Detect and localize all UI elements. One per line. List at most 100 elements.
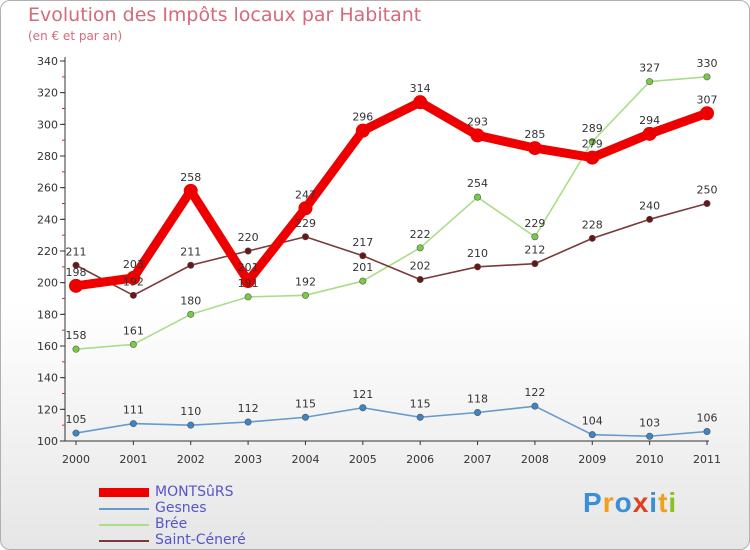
data-point-gesnes	[359, 404, 367, 412]
data-label-br-e: 327	[639, 62, 660, 75]
data-point-monts-rs	[183, 183, 198, 198]
data-label-br-e: 158	[66, 329, 87, 342]
data-point-gesnes	[416, 413, 424, 421]
data-point-gesnes	[187, 421, 195, 429]
data-label-saint-c-ner-: 228	[582, 218, 603, 231]
legend-label: Saint-Céneré	[155, 532, 246, 548]
chart-subtitle: (en € et par an)	[28, 29, 123, 43]
y-tick-label: 220	[37, 245, 58, 258]
data-point-br-e	[531, 233, 539, 241]
data-point-gesnes	[474, 408, 482, 416]
legend-swatch	[99, 540, 149, 542]
data-point-br-e	[244, 293, 252, 301]
series-line-saint-c-ner-	[75, 202, 708, 297]
data-point-saint-c-ner-	[588, 234, 596, 242]
y-tick-label: 300	[37, 118, 58, 131]
legend-item: Gesnes	[99, 500, 359, 517]
logo-letter: x	[632, 487, 650, 518]
data-label-monts-rs: 293	[467, 115, 488, 128]
data-label-gesnes: 106	[697, 412, 718, 425]
y-tick-label: 320	[37, 87, 58, 100]
y-tick-label: 200	[37, 277, 58, 290]
y-tick-label: 140	[37, 372, 58, 385]
data-point-saint-c-ner-	[703, 200, 711, 208]
data-label-br-e: 254	[467, 177, 488, 190]
data-point-monts-rs	[470, 128, 485, 143]
data-point-saint-c-ner-	[531, 260, 539, 268]
data-label-saint-c-ner-: 210	[467, 247, 488, 260]
data-point-gesnes	[646, 432, 654, 440]
data-point-br-e	[129, 340, 137, 348]
data-label-saint-c-ner-: 211	[180, 245, 201, 258]
data-label-saint-c-ner-: 240	[639, 199, 660, 212]
data-point-br-e	[588, 138, 596, 146]
data-point-monts-rs	[298, 201, 313, 216]
data-point-gesnes	[588, 431, 596, 439]
data-point-gesnes	[703, 427, 711, 435]
data-point-monts-rs	[700, 106, 714, 121]
y-tick-label: 340	[37, 55, 58, 68]
data-label-br-e: 222	[410, 228, 431, 241]
data-label-gesnes: 110	[180, 405, 201, 418]
x-tick-label: 2004	[291, 453, 319, 466]
data-label-gesnes: 103	[639, 416, 660, 429]
data-label-gesnes: 111	[123, 404, 144, 417]
data-label-gesnes: 121	[352, 388, 373, 401]
data-point-gesnes	[301, 413, 309, 421]
data-point-monts-rs	[585, 150, 600, 165]
data-point-gesnes	[129, 420, 137, 428]
data-label-gesnes: 115	[295, 397, 316, 410]
data-label-saint-c-ner-: 192	[123, 275, 144, 288]
legend-label: Gesnes	[155, 500, 207, 516]
data-label-monts-rs: 203	[123, 258, 144, 271]
data-label-br-e: 161	[123, 324, 144, 337]
data-label-gesnes: 122	[524, 386, 545, 399]
chart-title: Evolution des Impôts locaux par Habitant	[28, 4, 422, 26]
data-point-monts-rs	[355, 123, 370, 138]
data-point-saint-c-ner-	[129, 291, 137, 299]
data-label-saint-c-ner-: 229	[295, 217, 316, 230]
data-label-saint-c-ner-: 211	[66, 245, 87, 258]
y-tick-label: 260	[37, 182, 58, 195]
data-point-br-e	[301, 291, 309, 299]
series-line-br-e	[75, 76, 708, 350]
y-tick-label: 180	[37, 308, 58, 321]
data-label-gesnes: 115	[410, 397, 431, 410]
data-point-br-e	[703, 73, 711, 81]
data-point-saint-c-ner-	[244, 247, 252, 255]
data-point-monts-rs	[126, 270, 141, 285]
data-label-br-e: 201	[352, 261, 373, 274]
data-label-monts-rs: 296	[352, 111, 373, 124]
series-line-monts-rs	[71, 97, 712, 291]
legend-label: Brée	[155, 516, 188, 532]
y-tick-label: 120	[37, 403, 58, 416]
data-point-br-e	[416, 244, 424, 252]
data-label-gesnes: 104	[582, 415, 603, 428]
x-tick-label: 2003	[234, 453, 262, 466]
data-point-saint-c-ner-	[187, 261, 195, 269]
proxiti-logo: Proxiti	[583, 487, 677, 519]
logo-letter: P	[583, 487, 603, 518]
data-point-saint-c-ner-	[646, 215, 654, 223]
data-point-br-e	[187, 310, 195, 318]
data-point-br-e	[359, 277, 367, 285]
x-tick-label: 2007	[464, 453, 492, 466]
data-point-saint-c-ner-	[72, 261, 80, 269]
data-point-monts-rs	[642, 126, 657, 141]
data-label-monts-rs: 279	[582, 138, 603, 151]
legend-swatch	[99, 524, 149, 526]
series-line-gesnes	[75, 405, 708, 438]
data-label-monts-rs: 307	[697, 93, 718, 106]
x-tick-label: 2005	[349, 453, 377, 466]
data-label-monts-rs: 198	[66, 266, 87, 279]
data-label-monts-rs: 201	[238, 261, 259, 274]
data-label-monts-rs: 258	[180, 171, 201, 184]
legend-swatch	[99, 488, 149, 497]
data-point-monts-rs	[527, 141, 542, 156]
data-label-monts-rs: 314	[410, 82, 431, 95]
data-label-monts-rs: 294	[639, 114, 660, 127]
logo-letter: o	[614, 487, 633, 518]
data-label-gesnes: 112	[238, 402, 259, 415]
